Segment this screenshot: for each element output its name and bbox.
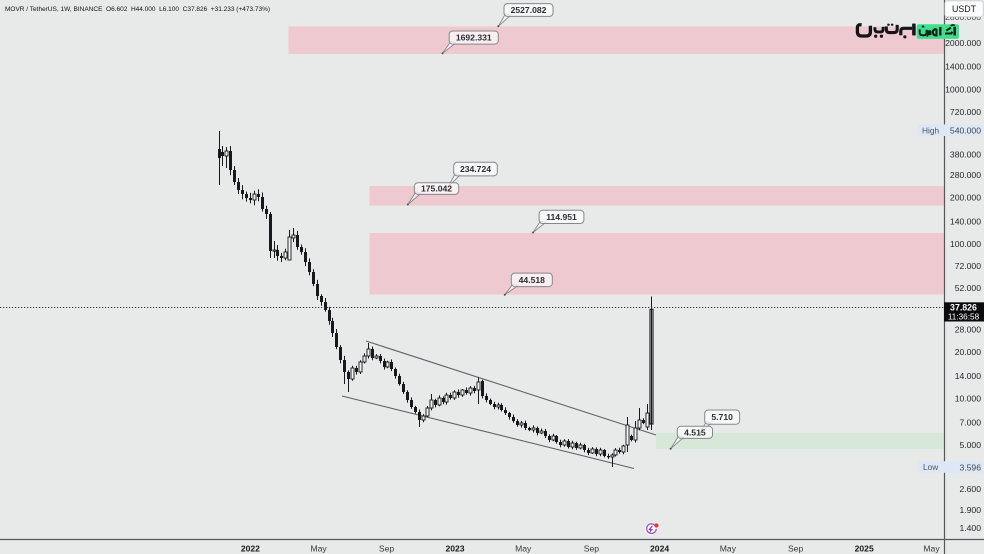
svg-text:Sep: Sep [584,544,600,554]
svg-text:2024: 2024 [650,544,669,554]
svg-text:44.518: 44.518 [519,275,546,285]
svg-text:280.000: 280.000 [950,170,981,180]
svg-text:720.000: 720.000 [950,107,981,117]
svg-text:1.400: 1.400 [959,523,981,533]
svg-text:234.724: 234.724 [460,164,491,174]
svg-text:Sep: Sep [379,544,395,554]
svg-text:4.515: 4.515 [684,427,706,437]
svg-text:37.826: 37.826 [950,303,977,313]
svg-text:2023: 2023 [445,544,464,554]
svg-text:2000.000: 2000.000 [945,38,981,48]
svg-text:72.000: 72.000 [955,261,982,271]
svg-text:28.000: 28.000 [955,325,982,335]
svg-text:7.000: 7.000 [959,418,981,428]
svg-text:1.900: 1.900 [959,505,981,515]
svg-text:2025: 2025 [855,544,874,554]
svg-text:11:36:58: 11:36:58 [948,312,980,321]
svg-text:USDT: USDT [952,4,977,14]
svg-text:140.000: 140.000 [950,217,981,227]
svg-text:3.596: 3.596 [959,462,981,472]
svg-text:1000.000: 1000.000 [945,85,981,95]
svg-text:5.000: 5.000 [959,440,981,450]
svg-text:380.000: 380.000 [950,150,981,160]
svg-text:14.000: 14.000 [955,371,982,381]
svg-text:200.000: 200.000 [950,193,981,203]
svg-text:175.042: 175.042 [421,184,452,194]
svg-text:540.000: 540.000 [950,126,981,136]
svg-text:MOVR / TetherUS, 1W, BINANCE: MOVR / TetherUS, 1W, BINANCE O6.602 H44.… [5,6,270,13]
svg-text:May: May [720,544,737,554]
svg-text:10.000: 10.000 [955,394,982,404]
svg-text:High: High [922,125,939,135]
svg-text:52.000: 52.000 [955,283,982,293]
svg-text:2527.082: 2527.082 [511,5,547,15]
svg-text:100.000: 100.000 [950,239,981,249]
svg-text:1400.000: 1400.000 [945,62,981,72]
svg-text:Low: Low [923,462,939,472]
svg-text:114.951: 114.951 [546,212,577,222]
svg-text:20.000: 20.000 [955,347,982,357]
svg-text:2022: 2022 [241,544,260,554]
svg-text:5.710: 5.710 [711,412,733,422]
svg-text:May: May [515,544,532,554]
svg-text:Sep: Sep [788,544,804,554]
svg-text:May: May [923,544,940,554]
svg-text:May: May [310,544,327,554]
svg-text:2.600: 2.600 [959,484,981,494]
svg-text:1692.331: 1692.331 [456,33,492,43]
